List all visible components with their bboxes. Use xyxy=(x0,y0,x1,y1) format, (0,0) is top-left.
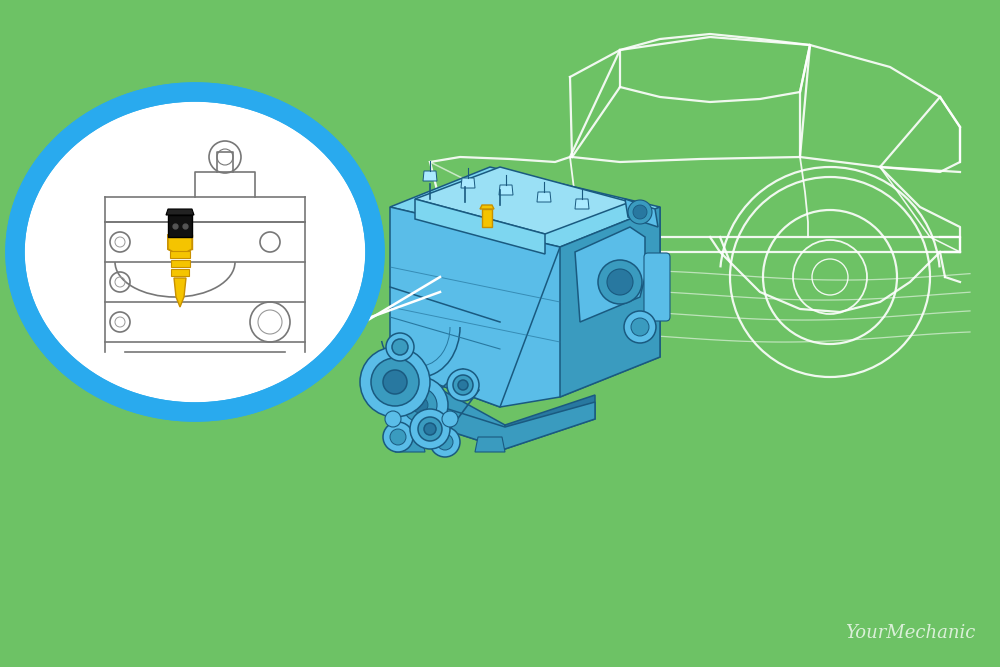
Circle shape xyxy=(392,339,408,355)
Circle shape xyxy=(607,269,633,295)
Polygon shape xyxy=(625,199,658,227)
Circle shape xyxy=(383,422,413,452)
Bar xyxy=(170,260,190,267)
Circle shape xyxy=(412,397,428,413)
Circle shape xyxy=(386,333,414,361)
Circle shape xyxy=(437,434,453,450)
Bar xyxy=(170,251,190,258)
Circle shape xyxy=(410,409,450,449)
Circle shape xyxy=(458,380,468,390)
Circle shape xyxy=(628,200,652,224)
Circle shape xyxy=(453,375,473,395)
Polygon shape xyxy=(560,207,660,397)
Circle shape xyxy=(403,388,437,422)
Polygon shape xyxy=(390,207,560,407)
Circle shape xyxy=(360,347,430,417)
Polygon shape xyxy=(461,178,475,188)
Polygon shape xyxy=(575,227,645,322)
Polygon shape xyxy=(415,167,630,234)
Polygon shape xyxy=(390,207,660,407)
Circle shape xyxy=(418,417,442,441)
Polygon shape xyxy=(390,367,505,449)
Circle shape xyxy=(447,369,479,401)
Circle shape xyxy=(385,411,401,427)
Circle shape xyxy=(390,429,406,445)
Circle shape xyxy=(442,411,458,427)
Ellipse shape xyxy=(15,92,375,412)
Polygon shape xyxy=(480,205,494,209)
Circle shape xyxy=(633,205,647,219)
Polygon shape xyxy=(415,199,545,254)
Polygon shape xyxy=(423,171,437,181)
FancyBboxPatch shape xyxy=(168,215,192,237)
Polygon shape xyxy=(390,397,595,449)
Polygon shape xyxy=(499,185,513,195)
Polygon shape xyxy=(537,192,551,202)
Circle shape xyxy=(598,260,642,304)
Circle shape xyxy=(392,377,448,433)
Polygon shape xyxy=(475,437,505,452)
Circle shape xyxy=(631,318,649,336)
Polygon shape xyxy=(505,395,595,449)
Bar xyxy=(171,269,189,276)
Polygon shape xyxy=(168,228,192,256)
Polygon shape xyxy=(166,209,194,215)
Circle shape xyxy=(424,423,436,435)
Circle shape xyxy=(430,427,460,457)
Polygon shape xyxy=(482,209,492,227)
Text: YourMechanic: YourMechanic xyxy=(845,624,975,642)
FancyBboxPatch shape xyxy=(644,253,670,321)
Polygon shape xyxy=(395,437,425,452)
Circle shape xyxy=(624,311,656,343)
Polygon shape xyxy=(575,199,589,209)
Circle shape xyxy=(371,358,419,406)
Polygon shape xyxy=(390,167,660,247)
Polygon shape xyxy=(174,278,186,307)
Circle shape xyxy=(383,370,407,394)
